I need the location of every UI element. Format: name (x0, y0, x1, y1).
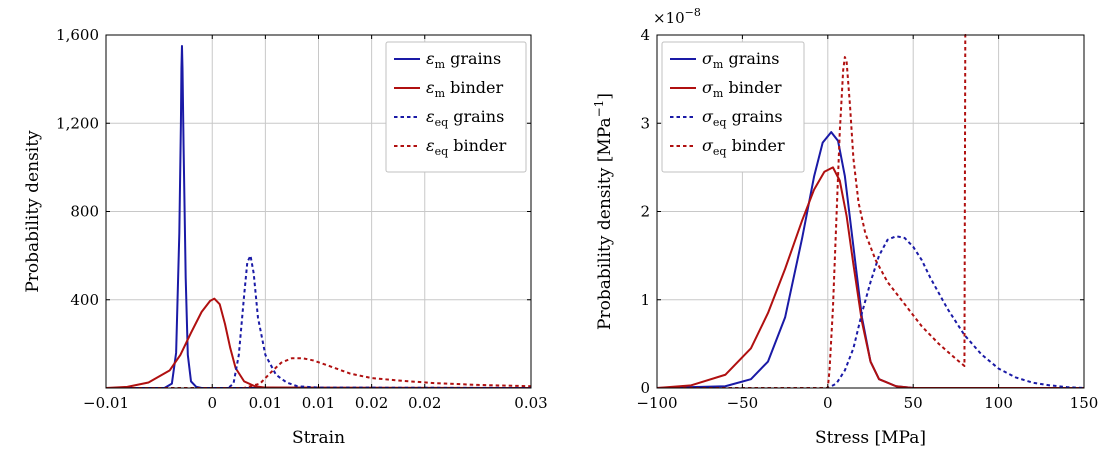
chart-1-series-2-line (657, 235, 1084, 388)
chart-0-legend-label-1: εm binder (426, 78, 503, 100)
chart-1-y-scale-factor: ×10−8 (653, 6, 701, 27)
chart-0-series-0-line (106, 45, 531, 388)
chart-0-ytick-label-2: 1,200 (56, 114, 99, 132)
chart-0-xtick-label-1: 0 (207, 394, 217, 412)
chart-0-series-1-line (106, 297, 531, 388)
chart-1-ytick-label-2: 2 (640, 203, 650, 221)
chart-1-xtick-label-5: 150 (1070, 394, 1099, 412)
chart-1-series-1-line (657, 166, 1084, 388)
chart-0-xtick-label-4: 0.02 (355, 394, 388, 412)
chart-0-series-3-line (106, 357, 531, 388)
chart-1-ytick-label-1: 1 (640, 291, 650, 309)
chart-0-ytick-label-0: 400 (70, 291, 99, 309)
chart-0-legend-label-3: εeq binder (426, 136, 507, 158)
chart-1-xtick-label-0: −100 (636, 394, 677, 412)
chart-0-xtick-label-2: 0.01 (249, 394, 282, 412)
chart-1-xtick-label-3: 50 (904, 394, 923, 412)
chart-0-xtick-label-5: 0.02 (408, 394, 441, 412)
chart-0-xlabel: Strain (292, 428, 345, 448)
chart-0-legend-label-2: εeq grains (426, 107, 504, 129)
chart-1-legend-label-0: σm grains (702, 49, 780, 71)
chart-0-xtick-label-0: −0.01 (83, 394, 129, 412)
chart-0-ytick-label-3: 1,600 (56, 26, 99, 44)
chart-1-xtick-label-2: 0 (823, 394, 833, 412)
chart-0-xtick-label-6: 0.03 (514, 394, 547, 412)
chart-0-ylabel: Probability density (23, 130, 43, 293)
chart-0-xtick-label-3: 0.01 (302, 394, 335, 412)
chart-0-ytick-label-1: 800 (70, 203, 99, 221)
strain-chart: −0.01 0 0.01 0.01 0.02 0.02 0.03 400 800 1,200 1,6… (23, 26, 548, 448)
chart-0-legend-box (385, 41, 527, 173)
chart-1-legend-label-2: σeq grains (702, 107, 783, 129)
chart-1-legend-box (661, 41, 805, 173)
chart-1-xlabel: Stress [MPa] (815, 428, 926, 448)
chart-1-ytick-label-0: 0 (640, 379, 650, 397)
chart-1-xtick-label-4: 100 (984, 394, 1013, 412)
chart-0-series-2-line (106, 254, 531, 388)
chart-1-series-3-line (657, 34, 967, 388)
chart-1-ytick-label-4: 4 (640, 26, 650, 44)
chart-1-legend-label-1: σm binder (702, 78, 782, 100)
chart-0-legend-label-0: εm grains (426, 49, 501, 71)
chart-1-legend-label-3: σeq binder (702, 136, 785, 158)
chart-1-ytick-label-3: 3 (640, 114, 650, 132)
chart-1-ylabel: Probability density [MPa−1] (592, 93, 615, 330)
stress-chart: −100 −50 0 50 100 150 0 1 2 3 4 Stress [MPa] Probabi… (592, 6, 1098, 448)
chart-1-xtick-label-1: −50 (727, 394, 759, 412)
